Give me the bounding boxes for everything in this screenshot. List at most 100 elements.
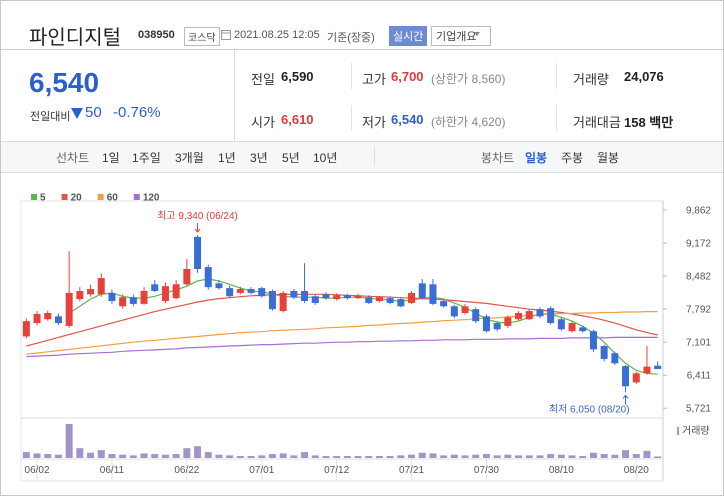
candle-body — [44, 313, 52, 320]
stat-value: 6,590 — [281, 69, 314, 84]
candle-body — [215, 283, 223, 289]
change-value: 50 — [85, 104, 102, 121]
x-tick-label: 07/30 — [474, 465, 499, 476]
stat-label: 저가 — [362, 115, 386, 130]
stat-label: 시가 — [251, 115, 275, 130]
x-tick-label: 07/01 — [249, 465, 274, 476]
stat-value: 158 백만 — [624, 115, 674, 130]
volume-bar — [418, 452, 426, 458]
candle-body — [236, 289, 244, 293]
volume-bar — [343, 456, 351, 458]
candle-body — [482, 316, 490, 332]
volume-bar — [622, 450, 630, 458]
candle-body — [450, 306, 458, 317]
candle-body — [119, 297, 127, 307]
volume-bar — [76, 448, 84, 458]
volume-bar — [632, 454, 640, 458]
x-tick-label: 08/20 — [624, 465, 649, 476]
candle-body — [129, 297, 137, 304]
legend-label: 60 — [107, 193, 119, 204]
volume-bar — [258, 455, 266, 458]
stat-label: 거래대금 — [573, 115, 621, 130]
candle-body — [247, 289, 255, 293]
legend-label: 20 — [71, 193, 83, 204]
volume-bar — [386, 456, 394, 458]
volume-bar — [493, 455, 501, 458]
volume-bar — [290, 455, 298, 458]
stat-value: 24,076 — [624, 69, 664, 84]
candle-body — [322, 294, 330, 299]
candle-body — [643, 366, 651, 374]
volume-bar — [129, 455, 137, 458]
volume-bar — [440, 455, 448, 458]
stat-value: 6,610 — [281, 112, 314, 127]
candle-tab[interactable]: 일봉 — [525, 151, 548, 165]
volume-bar — [654, 456, 662, 458]
candle-tab[interactable]: 주봉 — [561, 151, 584, 165]
candle-body — [429, 284, 437, 304]
x-tick-label: 07/21 — [399, 465, 424, 476]
volume-bar — [579, 456, 587, 458]
volume-bar — [268, 454, 276, 458]
period-tab[interactable]: 1일 — [102, 151, 120, 165]
candle-body — [375, 297, 383, 302]
change-label: 전일대비 — [30, 111, 71, 123]
moving-average — [26, 336, 658, 358]
candle-body — [194, 236, 202, 269]
volume-bar — [322, 456, 330, 458]
x-tick-label: 06/02 — [25, 465, 50, 476]
stat-label: 전일 — [251, 72, 275, 87]
realtime-button[interactable]: 실시간 — [389, 26, 428, 46]
x-tick-label: 06/11 — [100, 465, 125, 476]
y-tick-label: 8,482 — [686, 272, 711, 283]
candle-body — [140, 290, 148, 304]
timestamp: 2021.08.25 12:05 — [234, 29, 320, 41]
legend-swatch — [97, 194, 104, 200]
company-dropdown[interactable]: 기업개요 — [431, 26, 492, 46]
period-tab[interactable]: 1주일 — [132, 151, 161, 165]
volume-bar — [504, 454, 512, 458]
volume-bar — [450, 454, 458, 458]
volume-bar — [301, 452, 309, 458]
volume-bar — [472, 454, 480, 458]
period-tab[interactable]: 5년 — [282, 151, 300, 165]
stat-value: 6,540 — [391, 112, 424, 127]
candle-body — [472, 309, 480, 322]
volume-bar — [161, 454, 169, 458]
volume-bar — [482, 454, 490, 458]
stock-code: 038950 — [138, 29, 175, 41]
period-tab[interactable]: 3년 — [250, 151, 268, 165]
legend-label: 5 — [40, 193, 46, 204]
stat-label: 고가 — [362, 72, 386, 87]
candle-tab[interactable]: 월봉 — [597, 151, 620, 165]
period-tab[interactable]: 1년 — [218, 151, 236, 165]
volume-bar — [172, 454, 180, 458]
divider — [351, 63, 352, 89]
volume-bar — [461, 455, 469, 458]
volume-bar — [33, 453, 41, 458]
volume-bar — [547, 454, 555, 458]
candle-body — [204, 267, 212, 288]
volume-bar — [375, 456, 383, 458]
volume-bar — [65, 423, 73, 458]
candle-body — [108, 292, 116, 302]
candle-body — [557, 319, 565, 330]
candle-body — [87, 289, 95, 295]
candle-body — [97, 278, 105, 295]
volume-bar — [97, 450, 105, 458]
candle-body — [54, 316, 62, 324]
volume-bar — [119, 454, 127, 458]
volume-bar — [236, 456, 244, 458]
period-tab[interactable]: 3개월 — [175, 151, 204, 165]
candle-body — [622, 366, 630, 387]
volume-bar — [215, 454, 223, 458]
period-tab[interactable]: 10년 — [313, 151, 338, 165]
divider — [556, 63, 557, 89]
volume-bar — [140, 453, 148, 458]
annotation: 최저 6,050 (08/20) — [549, 403, 630, 415]
y-tick-label: 9,862 — [686, 205, 711, 216]
volume-bar — [515, 455, 523, 458]
candle-body — [632, 373, 640, 383]
volume-bar — [568, 455, 576, 458]
candle-body — [354, 295, 362, 299]
